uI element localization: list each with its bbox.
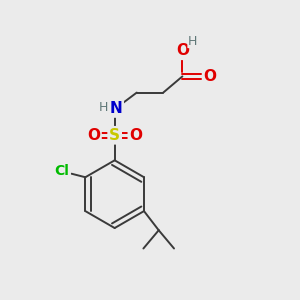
Text: H: H xyxy=(188,34,197,48)
Text: O: O xyxy=(176,43,189,58)
Text: N: N xyxy=(110,101,122,116)
Text: O: O xyxy=(204,69,217,84)
Text: O: O xyxy=(87,128,100,143)
Text: O: O xyxy=(129,128,142,143)
Text: Cl: Cl xyxy=(54,164,69,178)
Text: H: H xyxy=(99,101,108,114)
Text: S: S xyxy=(109,128,120,143)
